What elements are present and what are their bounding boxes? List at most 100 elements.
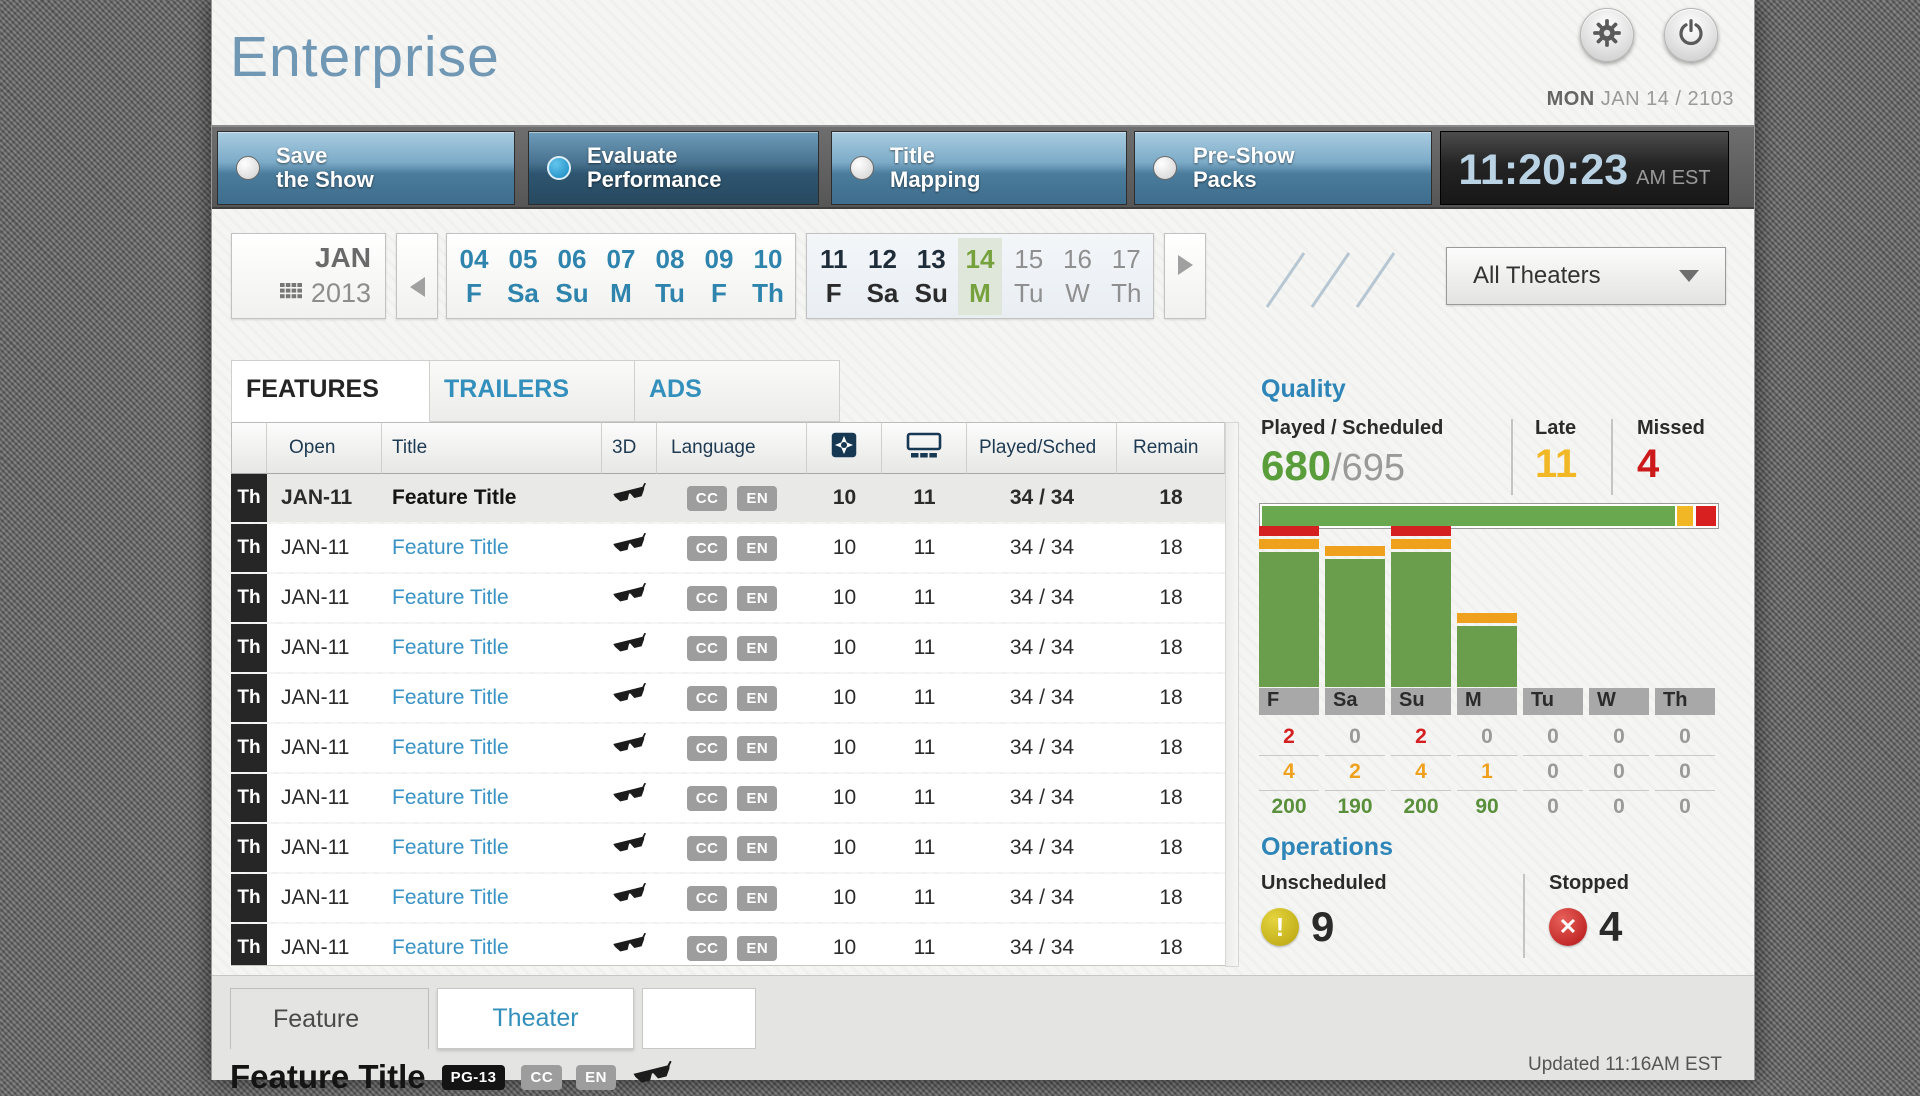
footer-tab-theater[interactable]: Theater <box>437 988 634 1049</box>
calendar-day-15[interactable]: 15 Tu <box>1007 238 1051 315</box>
open-cell: JAN-11 <box>281 586 350 609</box>
week-1: 04 F 05 Sa 06 Su 07 M 08 Tu 09 F 10 Th <box>446 233 796 319</box>
feature-title-link[interactable]: Feature Title <box>392 936 509 959</box>
table-scrollbar[interactable] <box>1225 422 1239 967</box>
title-cell: Feature Title <box>382 524 602 572</box>
table-row[interactable]: Th JAN-11 Feature Title CC EN 10 11 34 / 34 18 <box>231 724 1225 772</box>
badge-en: EN <box>737 785 778 811</box>
chart-day-label: Tu <box>1523 688 1583 715</box>
feature-title-link[interactable]: Feature Title <box>392 886 509 909</box>
tab-features[interactable]: FEATURES <box>231 360 430 422</box>
footer-tab-feature[interactable]: Feature <box>230 988 429 1049</box>
nav-button-pre-show-packs[interactable]: Pre-Show Packs <box>1134 131 1432 205</box>
theater-filter-dropdown[interactable]: All Theaters <box>1446 247 1726 305</box>
calendar-day-08[interactable]: 08 Tu <box>648 238 692 315</box>
calendar-day-09[interactable]: 09 F <box>697 238 741 315</box>
screen-count-cell: 11 <box>913 936 936 959</box>
quality-progress-bar <box>1259 503 1719 529</box>
day-letter: M <box>969 277 991 308</box>
chart-value: 0 <box>1655 756 1715 791</box>
chart-day-label: Su <box>1391 688 1451 715</box>
feature-title-link[interactable]: Feature Title <box>392 736 509 759</box>
calendar-day-14[interactable]: 14 M <box>958 237 1002 315</box>
next-week-button[interactable] <box>1164 233 1206 319</box>
date-number: 06 <box>557 243 587 274</box>
open-cell: JAN-11 <box>281 836 350 859</box>
month-selector[interactable]: JAN 2013 <box>231 233 386 319</box>
table-row[interactable]: Th JAN-11 Feature Title CC EN 10 11 34 / 34 18 <box>231 474 1225 522</box>
power-icon <box>1676 18 1706 53</box>
day-cell: Th <box>231 674 267 722</box>
3d-glasses-icon <box>612 781 648 813</box>
3d-cell <box>602 924 657 965</box>
feature-title-link[interactable]: Feature Title <box>392 536 509 559</box>
chart-day-label: F <box>1259 688 1319 715</box>
missed-value: 4 <box>1637 442 1660 486</box>
chart-value: 4 <box>1391 756 1451 791</box>
badge-en: EN <box>737 485 778 511</box>
theater-filter-value: All Theaters <box>1473 262 1601 289</box>
played-sched-cell: 34 / 34 <box>1009 936 1075 959</box>
remain-cell: 18 <box>1159 786 1183 809</box>
reel-count-cell: 10 <box>832 736 857 759</box>
remain-cell: 18 <box>1159 836 1183 859</box>
feature-title-link[interactable]: Feature Title <box>392 786 509 809</box>
calendar-day-07[interactable]: 07 M <box>599 238 643 315</box>
3d-glasses-icon <box>612 481 648 513</box>
month-label: JAN <box>314 242 371 273</box>
calendar-day-04[interactable]: 04 F <box>452 238 496 315</box>
date-number: 13 <box>916 243 946 274</box>
played-sched-cell: 34 / 34 <box>1009 636 1075 659</box>
power-button[interactable] <box>1664 8 1718 62</box>
played-sched-cell: 34 / 34 <box>1009 536 1075 559</box>
open-cell: JAN-11 <box>281 536 350 559</box>
table-row[interactable]: Th JAN-11 Feature Title CC EN 10 11 34 / 34 18 <box>231 574 1225 622</box>
calendar-day-06[interactable]: 06 Su <box>550 238 594 315</box>
prev-week-button[interactable] <box>396 233 438 319</box>
nav-button-evaluate-performance[interactable]: Evaluate Performance <box>528 131 819 205</box>
remain-cell: 18 <box>1159 536 1183 559</box>
badge-en: EN <box>737 685 778 711</box>
nav-button-save-the-show[interactable]: Save the Show <box>217 131 515 205</box>
calendar-day-10[interactable]: 10 Th <box>746 238 790 315</box>
reel-count-cell: 10 <box>832 886 857 909</box>
feature-title-link[interactable]: Feature Title <box>392 636 509 659</box>
settings-button[interactable] <box>1580 8 1634 62</box>
table-row[interactable]: Th JAN-11 Feature Title CC EN 10 11 34 / 34 18 <box>231 874 1225 922</box>
current-date: MON JAN 14 / 2103 <box>1547 88 1734 111</box>
operations-heading: Operations <box>1261 833 1393 861</box>
table-row[interactable]: Th JAN-11 Feature Title CC EN 10 11 34 / 34 18 <box>231 924 1225 965</box>
tab-trailers[interactable]: TRAILERS <box>430 360 635 422</box>
table-row[interactable]: Th JAN-11 Feature Title CC EN 10 11 34 / 34 18 <box>231 674 1225 722</box>
remain-cell: 18 <box>1159 636 1183 659</box>
calendar-day-17[interactable]: 17 Th <box>1104 238 1148 315</box>
badge-cc: CC <box>686 935 728 961</box>
current-date-weekday: MON <box>1546 88 1595 110</box>
day-letter: F <box>711 277 727 308</box>
chart-value: 0 <box>1613 795 1625 818</box>
calendar-day-13[interactable]: 13 Su <box>909 238 953 315</box>
feature-title-link[interactable]: Feature Title <box>392 486 517 509</box>
feature-title-link[interactable]: Feature Title <box>392 836 509 859</box>
table-row[interactable]: Th JAN-11 Feature Title CC EN 10 11 34 / 34 18 <box>231 524 1225 572</box>
played-sched-cell: 34 / 34 <box>1009 836 1075 859</box>
missed-cap <box>1391 526 1451 536</box>
missed-stat: Missed 4 <box>1637 417 1705 487</box>
calendar-day-16[interactable]: 16 W <box>1056 238 1100 315</box>
feature-title-link[interactable]: Feature Title <box>392 586 509 609</box>
tab-ads[interactable]: ADS <box>635 360 840 422</box>
divider <box>1523 874 1525 958</box>
table-row[interactable]: Th JAN-11 Feature Title CC EN 10 11 34 / 34 18 <box>231 824 1225 872</box>
day-letter: Tu <box>1014 277 1044 308</box>
feature-title-link[interactable]: Feature Title <box>392 686 509 709</box>
nav-button-title-mapping[interactable]: Title Mapping <box>831 131 1127 205</box>
date-number: 12 <box>868 243 897 274</box>
table-row[interactable]: Th JAN-11 Feature Title CC EN 10 11 34 / 34 18 <box>231 774 1225 822</box>
calendar-day-12[interactable]: 12 Sa <box>861 238 905 315</box>
badge-cc: CC <box>686 585 728 611</box>
played-bar <box>1325 559 1385 687</box>
calendar-day-05[interactable]: 05 Sa <box>501 238 545 315</box>
table-row[interactable]: Th JAN-11 Feature Title CC EN 10 11 34 / 34 18 <box>231 624 1225 672</box>
calendar-day-11[interactable]: 11 F <box>812 238 856 315</box>
language-cell: CC EN <box>657 474 807 522</box>
